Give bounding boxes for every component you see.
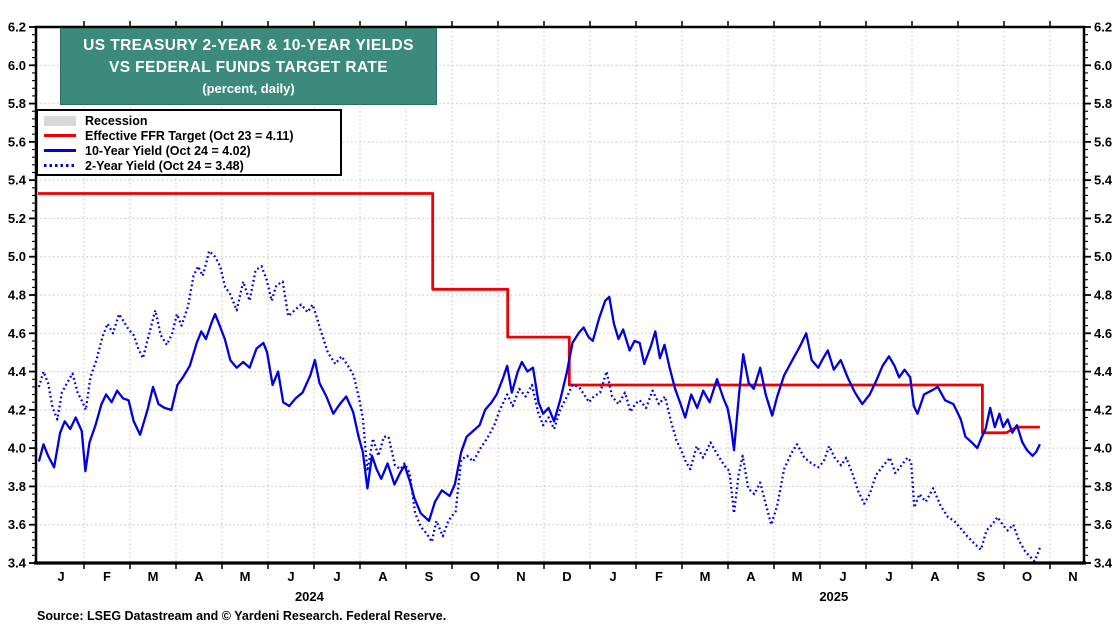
y-axis-label-right: 3.6 [1094,517,1112,532]
legend-label: 10-Year Yield (Oct 24 = 4.02) [85,143,251,158]
y-axis-label-left: 3.6 [8,517,26,532]
y-axis-label-left: 6.2 [8,20,26,35]
y-axis-label-left: 4.2 [8,402,26,417]
month-label: J [57,569,64,584]
legend-item-10-year: 10-Year Yield (Oct 24 = 4.02) [38,143,340,158]
series-effective-ffr-target [38,192,1040,435]
month-label: J [333,569,340,584]
chart-title-line2: VS FEDERAL FUNDS TARGET RATE [108,59,388,76]
y-axis-label-right: 5.4 [1094,173,1113,188]
month-label: M [240,569,251,584]
y-axis-label-right: 4.2 [1094,402,1112,417]
legend-item-recession: Recession [38,113,340,128]
month-label: J [287,569,294,584]
y-axis-label-left: 5.6 [8,134,26,149]
y-axis-label-left: 4.8 [8,288,26,303]
y-axis-label-right: 6.0 [1094,58,1112,73]
month-label: D [562,569,571,584]
series-10-year-yield [37,295,1041,523]
y-axis-label-right: 4.4 [1094,364,1113,379]
month-label: M [700,569,711,584]
month-label: A [194,569,204,584]
y-axis-label-left: 5.0 [8,249,26,264]
month-label: N [1068,569,1077,584]
source-attribution: Source: LSEG Datastream and © Yardeni Re… [37,609,447,623]
blue-line-swatch [44,148,76,153]
blue-dotted-swatch [44,163,76,168]
legend-item-2-year: 2-Year Yield (Oct 24 = 3.48) [38,158,340,173]
year-label: 2024 [295,589,325,604]
month-label: A [746,569,756,584]
y-axis-label-right: 5.2 [1094,211,1112,226]
y-axis-label-left: 4.6 [8,326,26,341]
y-axis-label-right: 3.4 [1094,556,1113,571]
month-label: J [839,569,846,584]
y-axis-label-right: 4.8 [1094,288,1112,303]
month-label: A [930,569,940,584]
month-label: O [470,569,480,584]
legend-label: Recession [85,113,148,128]
chart-title-box: US TREASURY 2-YEAR & 10-YEAR YIELDS VS F… [60,28,437,105]
chart-title-line1: US TREASURY 2-YEAR & 10-YEAR YIELDS [83,37,414,54]
y-axis-label-right: 4.0 [1094,441,1112,456]
year-label: 2025 [819,589,848,604]
recession-band-swatch [44,115,76,126]
month-label: N [516,569,525,584]
y-axis-label-left: 5.4 [8,173,27,188]
y-axis-label-left: 5.2 [8,211,26,226]
y-axis-label-left: 4.0 [8,441,26,456]
y-axis-label-left: 6.0 [8,58,26,73]
y-axis-label-right: 5.0 [1094,249,1112,264]
red-line-swatch [44,133,76,138]
month-label: F [103,569,111,584]
month-label: M [792,569,803,584]
y-axis-label-right: 4.6 [1094,326,1112,341]
chart-subtitle: (percent, daily) [202,81,295,96]
y-axis-label-right: 5.6 [1094,134,1112,149]
y-axis-label-right: 3.8 [1094,479,1112,494]
y-axis-label-left: 3.8 [8,479,26,494]
y-axis-label-left: 5.8 [8,96,26,111]
month-label: A [378,569,388,584]
month-label: S [425,569,434,584]
legend-label: 2-Year Yield (Oct 24 = 3.48) [85,158,244,173]
y-axis-label-left: 3.4 [8,556,27,571]
month-label: F [655,569,663,584]
month-label: S [977,569,986,584]
y-axis-label-right: 6.2 [1094,20,1112,35]
legend: Recession Effective FFR Target (Oct 23 =… [36,109,342,176]
month-label: O [1022,569,1032,584]
legend-label: Effective FFR Target (Oct 23 = 4.11) [85,128,294,143]
month-label: J [609,569,616,584]
series-2-year-yield [37,249,1041,563]
month-label: M [148,569,159,584]
legend-item-ffr-target: Effective FFR Target (Oct 23 = 4.11) [38,128,340,143]
y-axis-label-right: 5.8 [1094,96,1112,111]
month-label: J [885,569,892,584]
y-axis-label-left: 4.4 [8,364,27,379]
